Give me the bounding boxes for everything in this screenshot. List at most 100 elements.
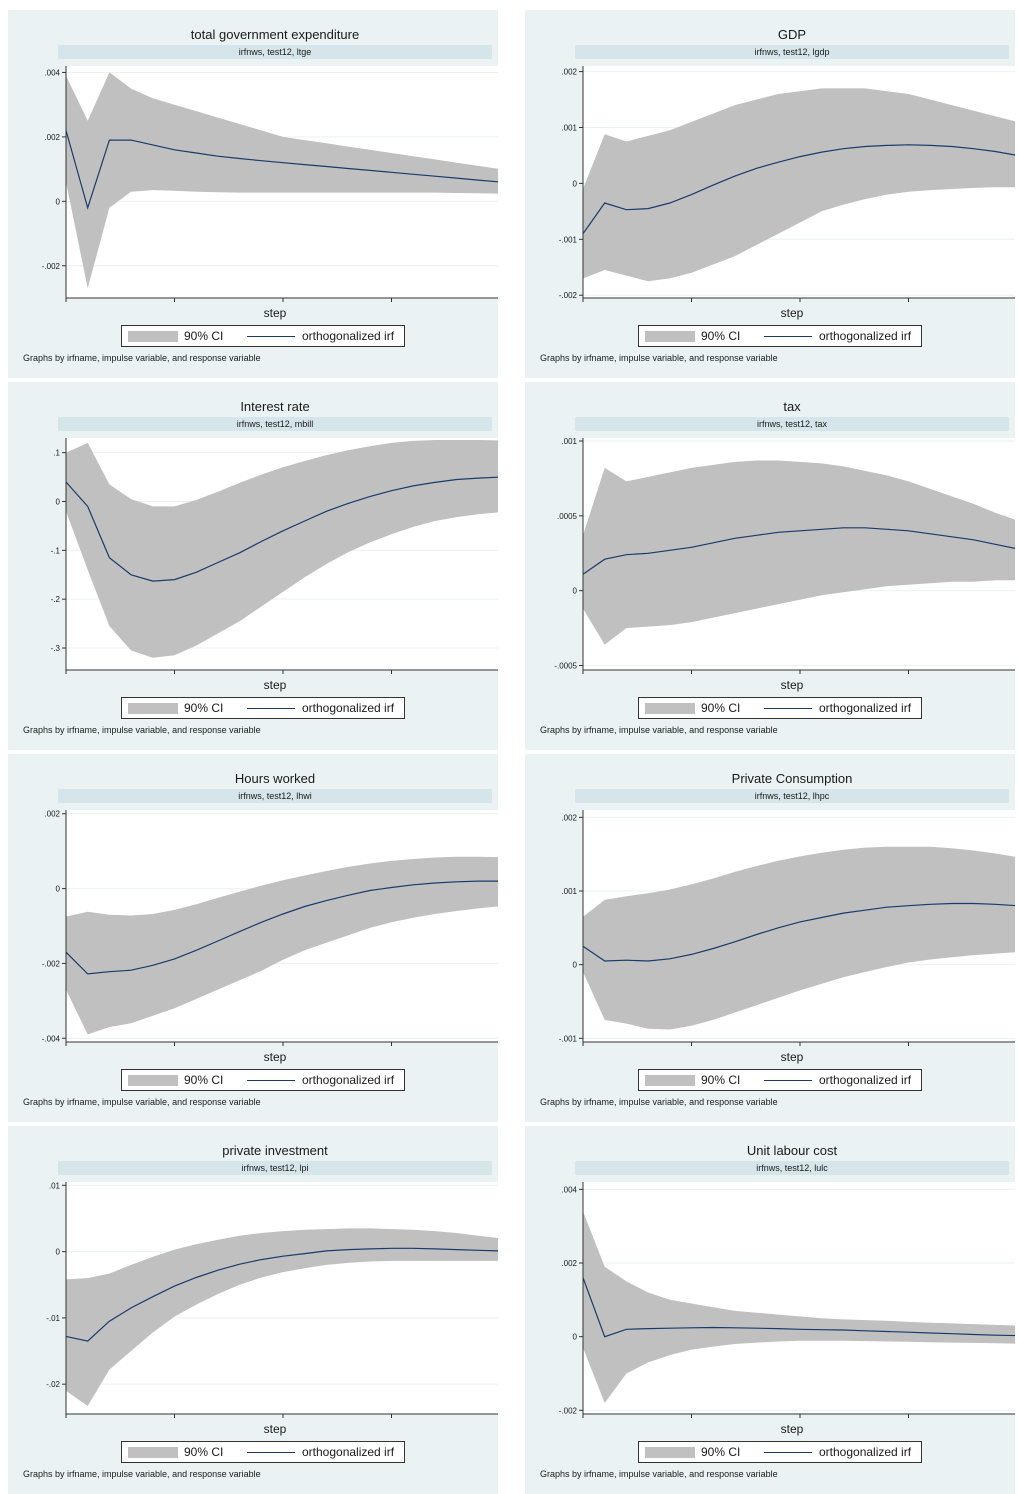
legend: 90% CI orthogonalized irf xyxy=(121,1069,405,1091)
y-tick-label: .0005 xyxy=(557,512,578,521)
legend-ci-label: 90% CI xyxy=(701,1073,741,1087)
legend: 90% CI orthogonalized irf xyxy=(638,1441,922,1463)
legend: 90% CI orthogonalized irf xyxy=(638,697,922,719)
legend-ci-swatch xyxy=(645,1075,695,1086)
legend-ci-label: 90% CI xyxy=(184,701,224,715)
legend-irf-label: orthogonalized irf xyxy=(819,1073,912,1087)
ci-band xyxy=(66,856,498,1035)
y-tick-label: -.002 xyxy=(559,1406,578,1415)
y-tick-label: -.01 xyxy=(46,1314,60,1323)
y-tick-label: 0 xyxy=(56,885,61,894)
legend-ci-swatch xyxy=(645,1447,695,1458)
panel-subtitle: irfnws, test12, lgdp xyxy=(575,45,1009,59)
legend-irf-label: orthogonalized irf xyxy=(819,329,912,343)
x-axis-label: step xyxy=(263,1422,287,1436)
ci-band xyxy=(583,846,1015,1030)
legend: 90% CI orthogonalized irf xyxy=(121,1441,405,1463)
irf-panel: Hours worked irfnws, test12, lhwi -.004 -.0… xyxy=(8,754,498,1122)
legend-ci-swatch xyxy=(128,703,178,714)
irf-panel: Unit labour cost irfnws, test12, lulc -.00… xyxy=(525,1126,1015,1494)
x-axis-label: step xyxy=(263,306,287,320)
legend-ci-label: 90% CI xyxy=(701,1445,741,1459)
legend-ci-swatch xyxy=(645,331,695,342)
graph-note: Graphs by irfname, impulse variable, and… xyxy=(23,725,261,735)
y-tick-label: .004 xyxy=(561,1185,577,1194)
legend: 90% CI orthogonalized irf xyxy=(638,1069,922,1091)
panel-subtitle: irfnws, test12, mbill xyxy=(58,417,492,431)
legend-irf-label: orthogonalized irf xyxy=(302,701,395,715)
irf-panel: Private Consumption irfnws, test12, lhpc -… xyxy=(525,754,1015,1122)
ci-band xyxy=(66,72,498,289)
y-tick-label: .1 xyxy=(53,449,60,458)
panel-title: Hours worked xyxy=(234,771,316,786)
y-tick-label: .001 xyxy=(561,437,577,446)
y-tick-label: .002 xyxy=(561,1259,577,1268)
y-tick-label: 0 xyxy=(573,587,578,596)
legend-irf-swatch xyxy=(247,336,295,337)
legend-irf-swatch xyxy=(764,336,812,337)
legend: 90% CI orthogonalized irf xyxy=(638,325,922,347)
y-tick-label: .002 xyxy=(44,810,60,819)
y-tick-label: -.002 xyxy=(559,291,578,300)
graph-note: Graphs by irfname, impulse variable, and… xyxy=(540,1097,778,1107)
irf-line xyxy=(582,902,1015,962)
legend: 90% CI orthogonalized irf xyxy=(121,697,405,719)
graph-note: Graphs by irfname, impulse variable, and… xyxy=(540,1469,778,1479)
y-tick-label: -.2 xyxy=(51,595,61,604)
irf-plot: -.02-.010.0105101520 xyxy=(46,1181,498,1418)
legend-irf-swatch xyxy=(764,1452,812,1453)
irf-plot: -.3-.2-.10.105101520 xyxy=(51,438,498,674)
panel-title: Interest rate xyxy=(240,399,310,414)
ci-band xyxy=(66,440,498,658)
graph-note: Graphs by irfname, impulse variable, and… xyxy=(23,1097,261,1107)
legend-irf-label: orthogonalized irf xyxy=(302,329,395,343)
y-tick-label: 0 xyxy=(56,497,61,506)
y-tick-label: 0 xyxy=(573,1333,578,1342)
y-tick-label: -.002 xyxy=(42,959,61,968)
y-tick-label: 0 xyxy=(56,197,61,206)
y-tick-label: -.1 xyxy=(51,546,61,555)
panel-subtitle: irfnws, test12, lhpc xyxy=(575,789,1009,803)
legend-ci-swatch xyxy=(128,1075,178,1086)
y-tick-label: -.001 xyxy=(559,235,578,244)
y-tick-label: -.02 xyxy=(46,1380,60,1389)
y-tick-label: .001 xyxy=(561,887,577,896)
legend-irf-swatch xyxy=(764,1080,812,1081)
irf-line xyxy=(65,476,498,582)
legend-irf-label: orthogonalized irf xyxy=(302,1073,395,1087)
irf-line xyxy=(582,144,1015,235)
irf-line xyxy=(65,1247,498,1342)
legend: 90% CI orthogonalized irf xyxy=(121,325,405,347)
panel-subtitle: irfnws, test12, lulc xyxy=(575,1161,1009,1175)
x-axis-label: step xyxy=(780,1422,804,1436)
legend-ci-label: 90% CI xyxy=(701,701,741,715)
graph-note: Graphs by irfname, impulse variable, and… xyxy=(540,353,778,363)
y-tick-label: 0 xyxy=(573,961,578,970)
legend-ci-label: 90% CI xyxy=(184,329,224,343)
y-tick-label: -.004 xyxy=(42,1034,61,1043)
panel-subtitle: irfnws, test12, lpi xyxy=(58,1161,492,1175)
panel-title: GDP xyxy=(777,27,807,42)
x-axis-label: step xyxy=(780,678,804,692)
legend-irf-label: orthogonalized irf xyxy=(302,1445,395,1459)
x-axis-label: step xyxy=(263,678,287,692)
y-tick-label: .002 xyxy=(44,133,60,142)
legend-ci-swatch xyxy=(128,1447,178,1458)
graph-note: Graphs by irfname, impulse variable, and… xyxy=(23,1469,261,1479)
legend-ci-label: 90% CI xyxy=(184,1073,224,1087)
irf-line xyxy=(582,1277,1015,1338)
legend-irf-swatch xyxy=(247,708,295,709)
y-tick-label: .002 xyxy=(561,813,577,822)
y-tick-label: 0 xyxy=(56,1248,61,1257)
x-axis-label: step xyxy=(780,1050,804,1064)
y-tick-label: -.3 xyxy=(51,644,61,653)
irf-line xyxy=(582,527,1015,575)
legend-ci-swatch xyxy=(645,703,695,714)
legend-irf-swatch xyxy=(764,708,812,709)
irf-line xyxy=(65,130,498,210)
